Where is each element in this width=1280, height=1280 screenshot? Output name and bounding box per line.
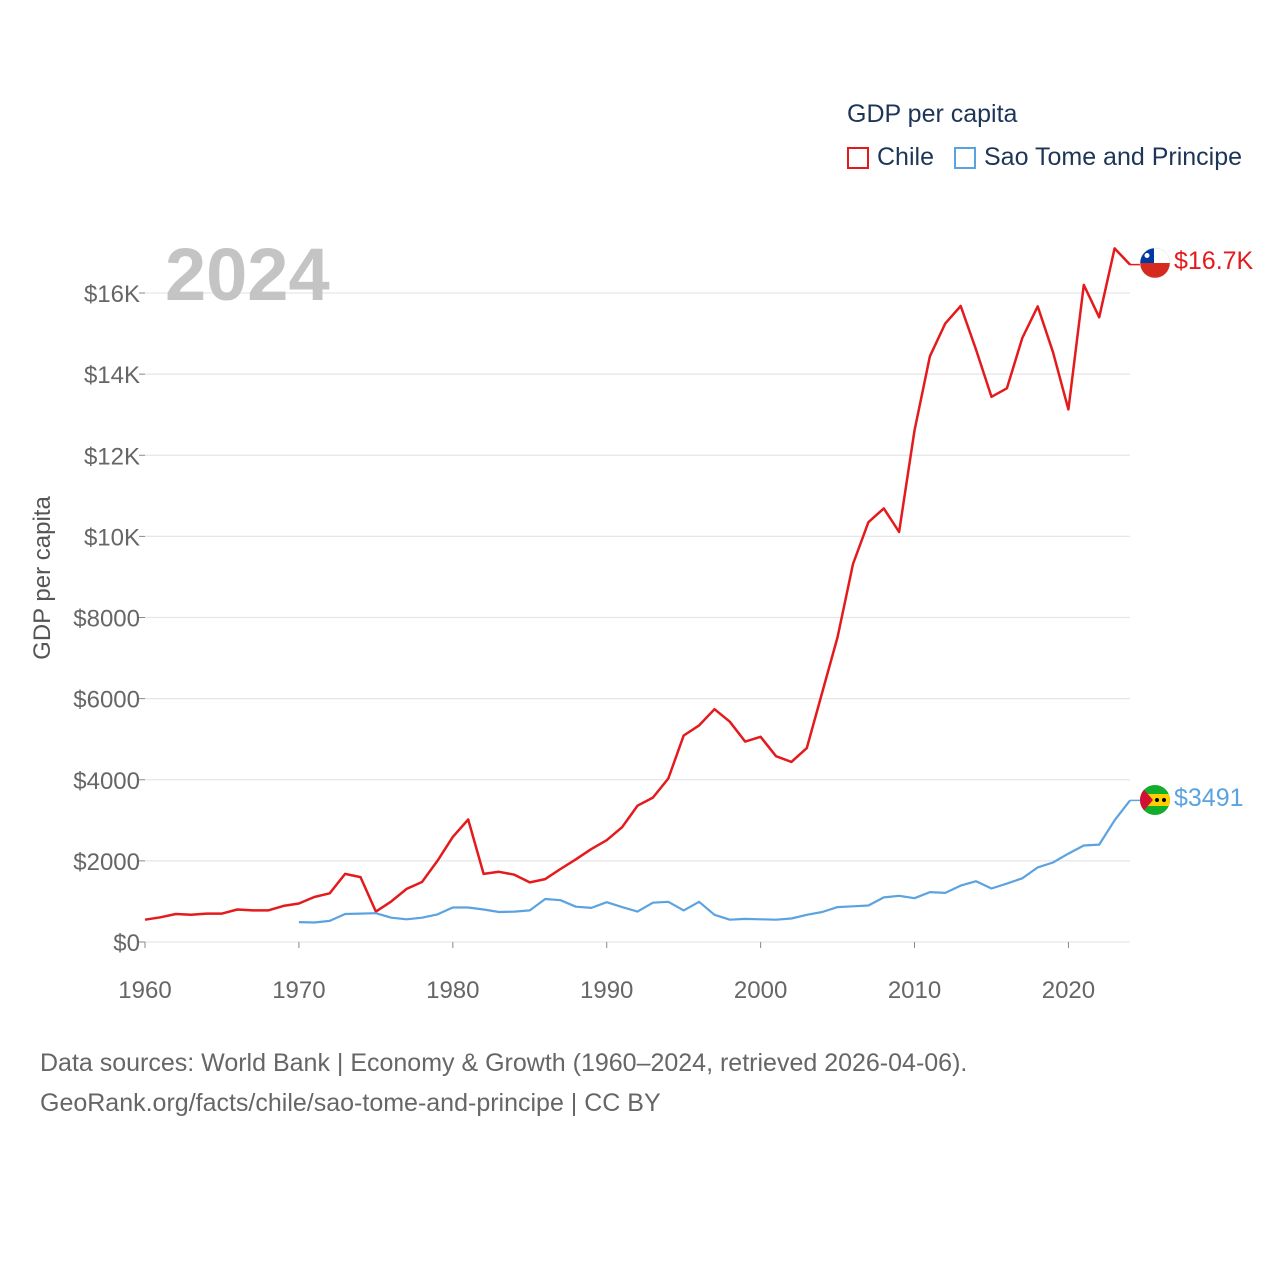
y-tick-label: $0: [113, 930, 140, 957]
legend-swatch-chile: [847, 146, 869, 169]
gridlines: [145, 292, 1130, 943]
legend: Chile Sao Tome and Principe: [847, 143, 1262, 172]
y-tick-label: $12K: [84, 443, 140, 470]
legend-swatch-sao-tome: [953, 146, 976, 169]
legend-label-sao-tome: Sao Tome and Principe: [983, 143, 1243, 171]
x-tick-label: 1990: [580, 977, 633, 1004]
x-tick-label: 1980: [426, 977, 479, 1004]
y-axis-ticks: $0 $2000 $4000 $6000 $8000 $10K $12K $14K $16K: [73, 281, 145, 957]
sao-tome-end-label: $3491: [1174, 784, 1244, 812]
x-tick-label: 1960: [118, 977, 171, 1004]
chile-end-label: $16.7K: [1174, 247, 1254, 275]
x-tick-label: 1970: [272, 977, 325, 1004]
y-tick-label: $16K: [84, 281, 140, 308]
footer: Data sources: World Bank | Economy & Gro…: [40, 1043, 967, 1123]
footer-link[interactable]: GeoRank.org/facts/chile/sao-tome-and-pri…: [40, 1089, 661, 1117]
legend-title: GDP per capita: [847, 100, 1018, 128]
x-tick-label: 2000: [734, 977, 787, 1004]
y-axis-label: GDP per capita: [29, 496, 56, 660]
footer-sources: Data sources: World Bank | Economy & Gro…: [40, 1049, 968, 1077]
y-tick-label: $14K: [84, 362, 140, 389]
x-axis-ticks: 1960 1970 1980 1990 2000 2010 2020: [118, 942, 1095, 1004]
series-lines: [144, 247, 1140, 924]
series-line-chile: [144, 247, 1131, 921]
chile-flag-icon: [1139, 247, 1171, 279]
y-tick-label: $8000: [73, 606, 140, 633]
sao-tome-flag-icon: [1140, 785, 1170, 815]
y-tick-label: $2000: [73, 849, 140, 876]
y-tick-label: $10K: [84, 524, 140, 551]
x-tick-label: 2010: [888, 977, 941, 1004]
legend-item-sao-tome[interactable]: Sao Tome and Principe: [953, 143, 1243, 172]
legend-item-chile[interactable]: Chile: [847, 143, 934, 172]
y-tick-label: $4000: [73, 768, 140, 795]
y-tick-label: $6000: [73, 687, 140, 714]
year-label: 2024: [165, 233, 330, 316]
x-tick-label: 2020: [1042, 977, 1095, 1004]
legend-label-chile: Chile: [877, 143, 934, 171]
series-line-sao-tome: [298, 799, 1131, 924]
